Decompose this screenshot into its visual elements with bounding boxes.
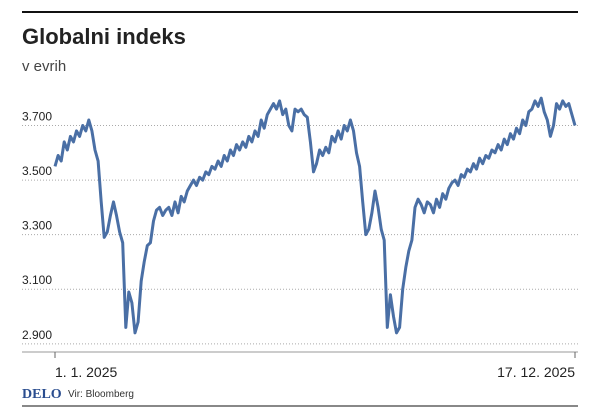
y-tick-label: 3.500 xyxy=(22,164,52,178)
brand: DELO xyxy=(22,387,62,402)
y-tick-label: 3.300 xyxy=(22,219,52,233)
x-tick-label: 1. 1. 2025 xyxy=(55,364,117,380)
y-tick-label: 3.700 xyxy=(22,109,52,123)
data-line xyxy=(53,96,577,335)
source: Vir: Bloomberg xyxy=(68,389,134,400)
y-tick-label: 3.100 xyxy=(22,273,52,287)
x-tick-label: 17. 12. 2025 xyxy=(497,364,575,380)
chart-subtitle: v evrih xyxy=(22,58,66,75)
chart-title: Globalni indeks xyxy=(22,24,186,49)
y-tick-label: 2.900 xyxy=(22,328,52,342)
